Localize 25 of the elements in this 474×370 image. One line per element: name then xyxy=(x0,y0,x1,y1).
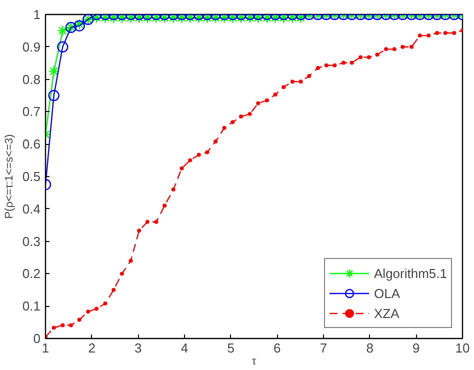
x-tick-label: 2 xyxy=(88,340,96,356)
y-tick-label: 0.8 xyxy=(22,72,41,87)
y-tick-label: 0.1 xyxy=(22,298,41,314)
y-tick-label: 1 xyxy=(33,7,41,22)
x-tick-label: 7 xyxy=(320,340,328,356)
legend-label: XZA xyxy=(374,306,400,320)
x-tick-label: 6 xyxy=(274,340,281,356)
x-tick-label: 10 xyxy=(455,340,470,356)
y-tick-label: 0.9 xyxy=(22,39,41,54)
x-tick-label: 4 xyxy=(180,340,188,356)
x-tick-label: 5 xyxy=(227,340,234,356)
y-tick-label: 0 xyxy=(33,331,41,346)
y-tick-label: 0.3 xyxy=(22,234,41,249)
y-tick-label: 0.7 xyxy=(22,104,41,120)
y-axis-title: P(ρ<=τ:1<=s<=3) xyxy=(3,134,16,219)
x-tick-label: 9 xyxy=(412,340,420,356)
y-tick-label: 0.2 xyxy=(22,266,41,282)
y-tick-label: 0.4 xyxy=(22,201,41,216)
x-tick-label: 3 xyxy=(134,340,142,356)
y-tick-label: 0.6 xyxy=(22,136,41,152)
y-tick-label: 0.5 xyxy=(22,169,41,184)
legend-label: Algorithm5.1 xyxy=(374,266,447,280)
x-tick-label: 8 xyxy=(366,340,374,356)
legend-label: OLA xyxy=(374,286,400,300)
x-axis-title: τ xyxy=(252,356,257,368)
